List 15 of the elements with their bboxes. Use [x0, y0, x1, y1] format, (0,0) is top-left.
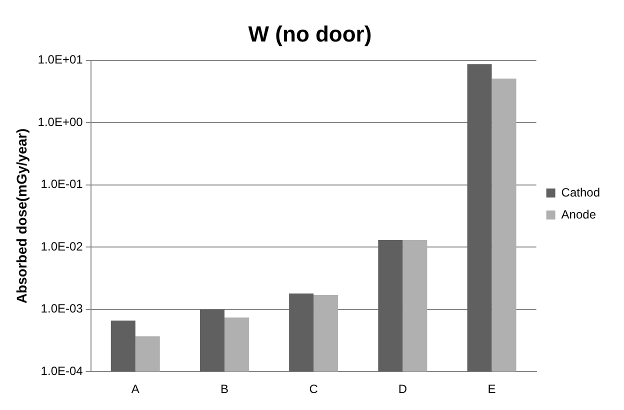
y-tick-label: 1.0E-04	[40, 364, 84, 378]
y-tick-label: 1.0E-01	[40, 177, 84, 192]
x-tick-label: D	[398, 382, 408, 396]
y-axis-title: Absorbed dose(mGy/year)	[13, 128, 30, 304]
chart-title: W (no door)	[248, 21, 372, 46]
x-tick-label: B	[220, 382, 228, 396]
x-tick-label: E	[488, 382, 496, 396]
x-tick-label: C	[309, 382, 318, 396]
legend-label: Anode	[561, 207, 596, 222]
y-tick-label: 1.0E+01	[38, 52, 84, 67]
legend-label: Cathod	[561, 185, 600, 200]
y-tick-label: 1.0E-02	[40, 239, 84, 254]
y-tick-label: 1.0E-03	[40, 302, 84, 316]
y-tick-label: 1.0E+00	[38, 114, 84, 129]
x-tick-label: A	[131, 382, 140, 396]
